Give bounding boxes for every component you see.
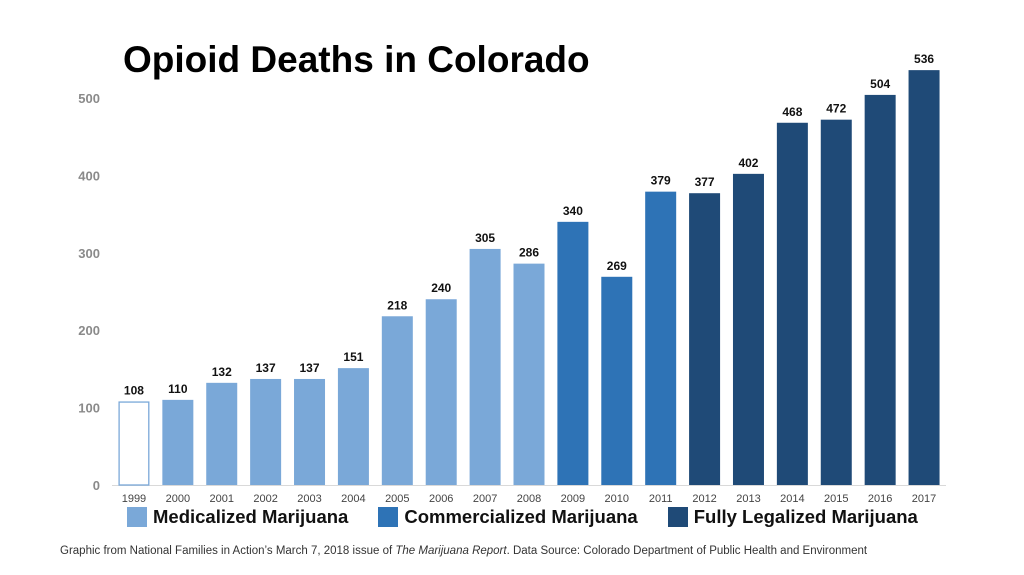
x-tick-label: 2009 [561, 493, 585, 505]
x-tick-label: 2001 [209, 493, 233, 505]
x-tick-label: 2014 [780, 493, 804, 505]
x-tick-label: 2015 [824, 493, 848, 505]
value-label-2009: 340 [563, 204, 583, 218]
footnote-publication-title: The Marijuana Report [395, 545, 507, 557]
x-tick-label: 2016 [868, 493, 892, 505]
footnote-text-before: Graphic from National Families in Action… [60, 545, 396, 557]
x-tick-label: 2012 [692, 493, 716, 505]
value-label-1999: 108 [124, 383, 144, 397]
bar-2007 [469, 248, 501, 485]
x-tick-label: 2003 [297, 493, 321, 505]
bar-1999 [118, 401, 150, 486]
value-label-2000: 110 [168, 382, 188, 396]
legend-swatch-medicalized [127, 507, 147, 527]
bar-2000 [162, 399, 194, 485]
bar-2001 [206, 382, 238, 485]
value-label-2001: 132 [212, 365, 232, 379]
value-label-2017: 536 [914, 52, 934, 66]
bars [118, 70, 940, 486]
legend-label-medicalized: Medicalized Marijuana [153, 506, 349, 527]
value-label-2005: 218 [387, 298, 407, 312]
legend-item-legalized: Fully Legalized Marijuana [667, 506, 918, 528]
x-tick-label: 2010 [605, 493, 629, 505]
legend-label-legalized: Fully Legalized Marijuana [693, 506, 918, 527]
x-tick-label: 2017 [912, 493, 936, 505]
x-tick-label: 2007 [473, 493, 497, 505]
y-tick-label: 400 [78, 168, 100, 183]
x-tick-label: 2008 [517, 493, 541, 505]
x-axis: 1999 2000 2001 2002 2003 2004 2005 2006 2007 2008… [122, 493, 937, 505]
legend-item-medicalized: Medicalized Marijuana [127, 506, 348, 528]
legend-swatch-legalized [667, 507, 688, 527]
y-tick-label: 500 [78, 91, 100, 106]
value-label-2003: 137 [300, 361, 320, 375]
x-tick-label: 1999 [122, 493, 146, 505]
value-label-2012: 377 [695, 175, 715, 189]
y-tick-label: 100 [78, 401, 100, 416]
x-tick-label: 2011 [649, 493, 673, 505]
value-labels: 108 110 132 137 137 151 218 240 305 286 340 269 379 3… [124, 52, 934, 397]
bar-2006 [425, 299, 457, 485]
x-tick-label: 2013 [736, 493, 760, 505]
legend-item-commercialized: Commercialized Marijuana [378, 506, 638, 528]
bar-2016 [864, 94, 896, 486]
bar-2008 [513, 263, 545, 485]
chart-title: Opioid Deaths in Colorado [123, 39, 590, 80]
x-tick-label: 2005 [385, 493, 409, 505]
y-tick-label: 0 [93, 478, 100, 493]
value-label-2011: 379 [651, 174, 671, 188]
bar-2011 [645, 191, 677, 486]
value-label-2013: 402 [738, 156, 758, 170]
y-axis: 0 100 200 300 400 500 [78, 91, 100, 493]
bar-2013 [732, 173, 764, 486]
bar-2012 [689, 193, 721, 485]
bar-2004 [337, 368, 369, 485]
bar-2002 [250, 378, 282, 485]
bar-2015 [820, 119, 852, 485]
legend-swatch-commercialized [378, 507, 399, 527]
bar-2014 [776, 122, 808, 485]
bar-2009 [557, 221, 589, 485]
x-tick-label: 2002 [253, 493, 277, 505]
x-tick-label: 2006 [429, 493, 453, 505]
x-tick-label: 2000 [166, 493, 190, 505]
footnote-text-after: . Data Source: Colorado Department of Pu… [506, 545, 868, 557]
value-label-2004: 151 [343, 350, 363, 364]
x-tick-label: 2004 [341, 493, 365, 505]
y-tick-label: 300 [78, 246, 100, 261]
value-label-2008: 286 [519, 246, 539, 260]
value-label-2014: 468 [782, 105, 802, 119]
value-label-2010: 269 [607, 259, 627, 273]
value-label-2002: 137 [256, 361, 276, 375]
y-tick-label: 200 [78, 323, 100, 338]
bar-2010 [601, 276, 633, 485]
bar-2005 [381, 316, 413, 485]
bar-2003 [294, 378, 326, 485]
bar-2017 [908, 70, 940, 486]
value-label-2015: 472 [826, 102, 846, 116]
source-footnote: Graphic from National Families in Action… [60, 545, 867, 557]
legend: Medicalized Marijuana Commercialized Mar… [127, 506, 918, 528]
bar-chart: 0 100 200 300 400 500 108 110 132 137 137 151 218 24… [78, 52, 946, 505]
value-label-2007: 305 [475, 231, 495, 245]
legend-label-commercialized: Commercialized Marijuana [404, 506, 638, 527]
value-label-2016: 504 [870, 77, 890, 91]
value-label-2006: 240 [431, 281, 451, 295]
